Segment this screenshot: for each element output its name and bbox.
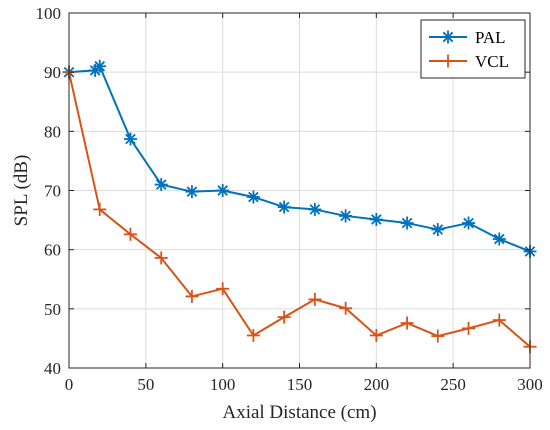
x-axis-ticks: 0 50 100 150 200 250 300 xyxy=(65,13,543,394)
y-axis-ticks: 40 50 60 70 80 90 100 xyxy=(36,4,530,378)
data-point xyxy=(123,227,137,241)
data-point xyxy=(369,328,383,342)
data-point xyxy=(462,321,476,335)
y-tick-label: 60 xyxy=(44,241,61,260)
data-point xyxy=(492,232,506,246)
y-tick-label: 70 xyxy=(44,182,61,201)
data-point xyxy=(277,310,291,324)
data-point xyxy=(308,202,322,216)
data-point xyxy=(339,209,353,223)
data-point xyxy=(246,328,260,342)
legend-entry-vcl: VCL xyxy=(429,52,509,71)
data-point xyxy=(185,289,199,303)
x-tick-label: 50 xyxy=(137,375,154,394)
y-tick-label: 90 xyxy=(44,63,61,82)
data-point xyxy=(93,59,107,73)
data-point xyxy=(308,292,322,306)
x-tick-label: 0 xyxy=(65,375,74,394)
data-point xyxy=(369,212,383,226)
y-tick-label: 40 xyxy=(44,359,61,378)
data-point xyxy=(154,178,168,192)
data-point xyxy=(492,313,506,327)
y-tick-label: 50 xyxy=(44,300,61,319)
legend-label: PAL xyxy=(475,28,506,47)
data-point xyxy=(123,132,137,146)
y-axis-label: SPL (dB) xyxy=(11,155,32,227)
data-point xyxy=(93,202,107,216)
data-point xyxy=(462,216,476,230)
data-point xyxy=(216,282,230,296)
data-point xyxy=(216,184,230,197)
x-tick-label: 200 xyxy=(364,375,390,394)
data-point xyxy=(431,223,445,237)
x-tick-label: 250 xyxy=(440,375,466,394)
data-point xyxy=(400,316,414,330)
data-point xyxy=(431,329,445,343)
legend: PAL VCL xyxy=(420,19,526,79)
legend-entry-pal: PAL xyxy=(429,28,506,47)
data-point xyxy=(400,216,414,230)
data-point xyxy=(185,185,199,199)
x-tick-label: 150 xyxy=(287,375,313,394)
legend-label: VCL xyxy=(475,52,509,71)
data-point xyxy=(277,200,291,214)
data-point xyxy=(154,251,168,265)
y-tick-label: 80 xyxy=(44,122,61,141)
x-axis-label: Axial Distance (cm) xyxy=(222,402,376,423)
legend-box xyxy=(420,19,526,79)
data-point xyxy=(246,190,260,204)
x-tick-label: 300 xyxy=(517,375,543,394)
series-line xyxy=(68,71,531,348)
data-point xyxy=(339,301,353,315)
y-tick-label: 100 xyxy=(36,4,62,23)
x-tick-label: 100 xyxy=(210,375,236,394)
data-point xyxy=(441,54,455,68)
data-point xyxy=(441,30,455,44)
